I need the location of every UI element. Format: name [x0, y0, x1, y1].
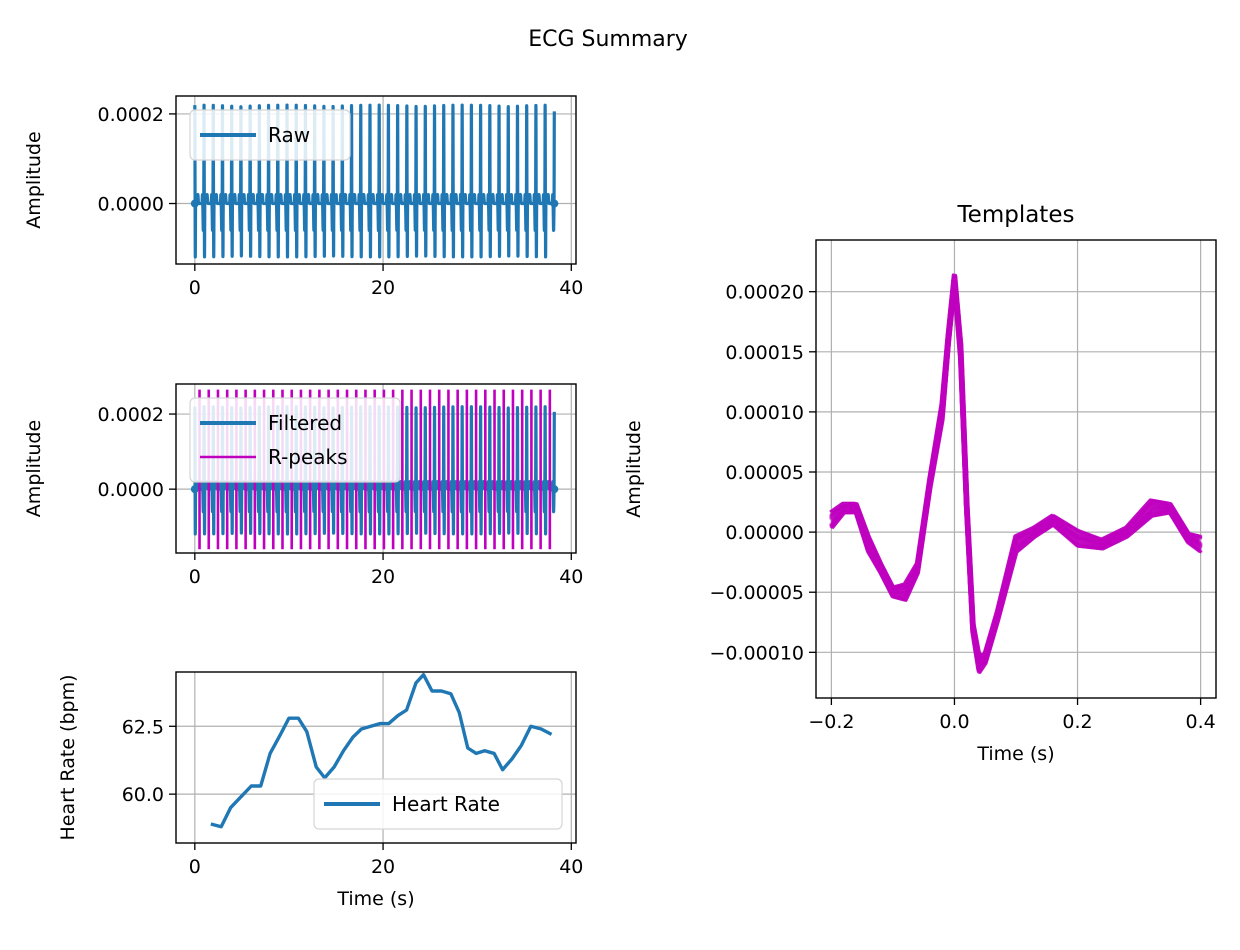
xtick-label: 40: [559, 277, 583, 299]
series-end-cap: [550, 485, 559, 494]
x-axis-label: Time (s): [336, 888, 414, 910]
x-axis-label: Time (s): [976, 743, 1054, 765]
ytick-label: 0.0002: [98, 404, 164, 426]
template-beat: [830, 280, 1202, 670]
series-raw: [193, 103, 556, 259]
legend-box: [189, 397, 401, 483]
ytick-label: 60.0: [122, 784, 164, 806]
axes-frame: [175, 95, 577, 265]
ytick-label: 0.00020: [725, 282, 804, 304]
template-beat: [831, 274, 1203, 659]
template-beat: [831, 279, 1203, 667]
ytick-label: 0.0000: [98, 194, 164, 216]
axes-frame: [175, 671, 577, 844]
legend-label: Filtered: [268, 411, 342, 435]
template-beat: [831, 283, 1203, 674]
plot-area-heart_rate: [210, 673, 553, 829]
template-beat: [829, 278, 1200, 666]
xtick-label: 20: [371, 566, 395, 588]
template-beat: [830, 276, 1201, 663]
chart-raw: 0 20 40 0.0000 0.0002 Amplitude Raw: [23, 95, 583, 299]
ytick-label: 0.00010: [725, 402, 804, 424]
template-beat: [830, 279, 1202, 668]
template-beat: [829, 273, 1200, 658]
legend-label: Raw: [268, 123, 310, 147]
legend-heart_rate: Heart Rate: [313, 778, 563, 830]
template-beat: [831, 279, 1203, 669]
axes-frame: [175, 383, 577, 554]
template-beat: [831, 283, 1203, 674]
ytick-label: 0.00015: [725, 342, 804, 364]
legend-raw: Raw: [189, 109, 351, 161]
series-start-cap: [190, 485, 199, 494]
legend-box: [313, 778, 563, 830]
figure-suptitle: ECG Summary: [528, 27, 688, 52]
template-beat: [830, 282, 1202, 673]
chart-heart_rate: 0 20 40 60.0 62.5 Time (s) Heart Rate (bpm) Hea…: [57, 671, 583, 910]
template-beat: [829, 282, 1201, 673]
template-beat: [831, 283, 1203, 675]
ytick-label: 0.00000: [725, 522, 804, 544]
plot-area-raw: [190, 103, 559, 259]
xtick-label: 20: [371, 856, 395, 878]
ytick-label: −0.00010: [710, 642, 805, 664]
chart-filtered: 0 20 40 0.0000 0.0002 Amplitude Filtered R-peak…: [23, 383, 583, 588]
ytick-label: 0.00005: [725, 462, 804, 484]
template-beat: [832, 274, 1203, 660]
template-beat: [829, 275, 1201, 661]
ytick-label: −0.00005: [710, 582, 805, 604]
template-beat: [831, 280, 1203, 670]
template-beat: [829, 273, 1200, 658]
ytick-label: 0.0000: [98, 479, 164, 501]
xtick-label: 20: [371, 277, 395, 299]
template-beat: [831, 283, 1203, 675]
template-beat: [829, 283, 1201, 674]
xtick-label: 0.2: [1062, 711, 1092, 733]
series-end-cap: [550, 199, 559, 208]
template-beat: [831, 277, 1202, 665]
template-beat: [830, 281, 1202, 671]
legend-box: [189, 109, 351, 161]
legend-label: R-peaks: [268, 445, 348, 469]
xtick-label: 0.4: [1186, 711, 1216, 733]
xtick-label: −0.2: [808, 711, 854, 733]
template-beat: [831, 273, 1203, 658]
plot-area-templates: [828, 273, 1203, 675]
series-start-cap: [190, 199, 199, 208]
template-beat: [828, 276, 1200, 663]
y-axis-label: Amplitude: [23, 131, 45, 228]
chart-title: Templates: [957, 202, 1075, 228]
ytick-label: 62.5: [122, 716, 164, 738]
template-beat: [830, 278, 1202, 667]
xtick-label: 0.0: [939, 711, 969, 733]
xtick-label: 40: [559, 856, 583, 878]
xtick-label: 0: [189, 277, 201, 299]
template-beat: [829, 275, 1201, 662]
legend-filtered: Filtered R-peaks: [189, 397, 401, 483]
xtick-label: 0: [189, 566, 201, 588]
y-axis-label: Amplitude: [623, 420, 645, 517]
template-beat: [831, 274, 1202, 659]
y-axis-label: Amplitude: [23, 420, 45, 517]
ytick-label: 0.0002: [98, 104, 164, 126]
template-beat: [829, 282, 1201, 672]
xtick-label: 0: [189, 856, 201, 878]
template-beat: [832, 274, 1203, 660]
axes-frame: [815, 239, 1217, 699]
xtick-label: 40: [559, 566, 583, 588]
chart-templates: −0.2 0.0 0.2 0.4 −0.00010 −0.00005 0.00000 0.00…: [623, 202, 1217, 765]
template-beat: [829, 273, 1200, 658]
template-beat: [829, 275, 1200, 662]
template-beat: [828, 281, 1200, 671]
legend-label: Heart Rate: [392, 792, 500, 816]
template-beat: [830, 281, 1202, 672]
template-beat: [829, 282, 1201, 674]
template-beat: [828, 277, 1200, 664]
template-beat: [831, 273, 1202, 659]
template-beat: [829, 273, 1200, 658]
series-heart-rate: [210, 673, 553, 829]
y-axis-label: Heart Rate (bpm): [57, 675, 79, 841]
